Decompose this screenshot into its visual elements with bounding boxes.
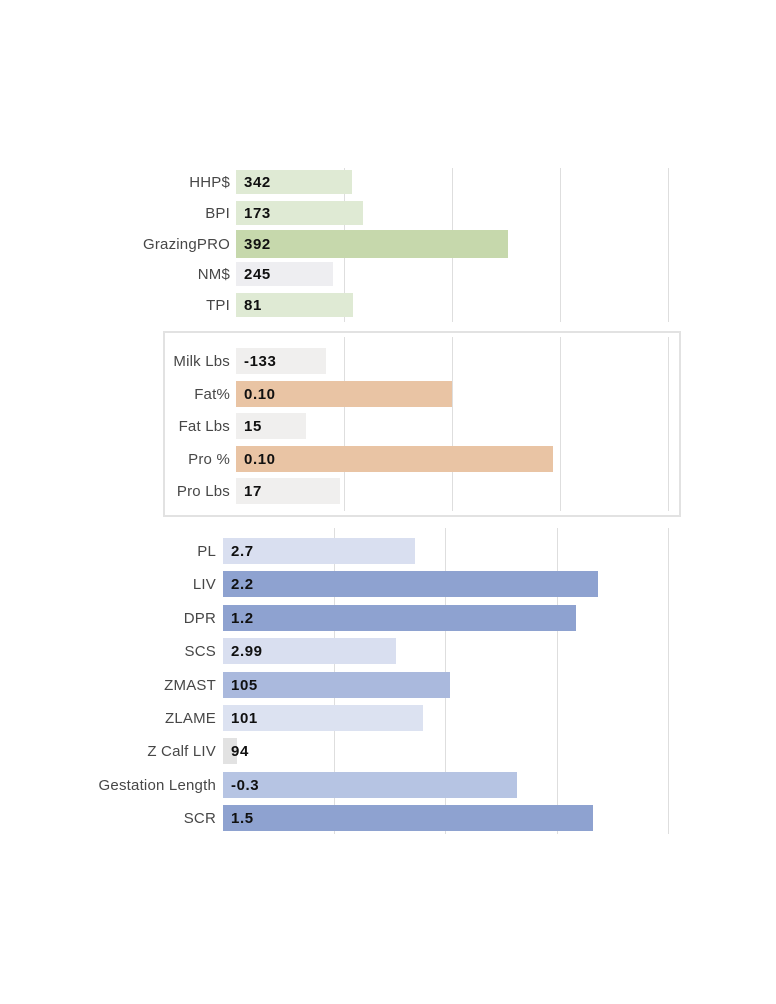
row-value-bpi: 173 — [244, 204, 271, 222]
row-value-zmast: 105 — [231, 676, 258, 694]
row-value-z-calf-liv: 94 — [231, 742, 249, 760]
row-label-bpi: BPI — [205, 204, 230, 222]
value-bar-fat- — [236, 381, 452, 407]
value-bar-milk-lbs — [236, 348, 326, 374]
value-bar-fat-lbs — [236, 413, 306, 439]
value-bar-pro-lbs — [236, 478, 340, 504]
gridline — [344, 337, 345, 511]
row-label-pl: PL — [197, 542, 216, 560]
value-bar-scr — [223, 805, 593, 831]
row-value-tpi: 81 — [244, 296, 262, 314]
row-value-fat-: 0.10 — [244, 385, 276, 403]
chart-border-milk-components — [163, 331, 681, 517]
value-bar-zlame — [223, 705, 423, 731]
row-value-scs: 2.99 — [231, 642, 263, 660]
value-bar-pro- — [236, 446, 553, 472]
row-label-grazingpro: GrazingPRO — [142, 235, 230, 253]
row-value-hhp-: 342 — [244, 173, 271, 191]
row-label-pro-lbs: Pro Lbs — [176, 482, 230, 500]
gridline — [452, 337, 453, 511]
row-label-tpi: TPI — [206, 296, 230, 314]
row-value-pro-: 0.10 — [244, 450, 276, 468]
row-label-z-calf-liv: Z Calf LIV — [147, 742, 216, 760]
value-bar-bpi — [236, 201, 363, 225]
value-bar-tpi — [236, 293, 353, 317]
gridline — [668, 528, 669, 834]
row-value-scr: 1.5 — [231, 809, 254, 827]
value-bar-grazingpro — [236, 230, 508, 258]
gridline — [557, 528, 558, 834]
row-label-gestation-length: Gestation Length — [98, 776, 216, 794]
value-bar-liv — [223, 571, 598, 597]
row-value-fat-lbs: 15 — [244, 417, 262, 435]
row-label-dpr: DPR — [183, 609, 216, 627]
gridline — [560, 337, 561, 511]
row-label-liv: LIV — [192, 575, 216, 593]
row-value-liv: 2.2 — [231, 575, 254, 593]
row-label-scr: SCR — [183, 809, 216, 827]
row-label-milk-lbs: Milk Lbs — [173, 352, 230, 370]
value-bar-z-calf-liv — [223, 738, 237, 764]
row-value-grazingpro: 392 — [244, 235, 271, 253]
value-bar-pl — [223, 538, 415, 564]
row-value-zlame: 101 — [231, 709, 258, 727]
value-bar-zmast — [223, 672, 450, 698]
gridline — [668, 168, 669, 322]
row-label-zmast: ZMAST — [164, 676, 216, 694]
row-value-nm-: 245 — [244, 265, 271, 283]
row-label-pro-: Pro % — [188, 450, 230, 468]
row-label-fat-: Fat% — [194, 385, 230, 403]
row-label-nm-: NM$ — [197, 265, 230, 283]
value-bar-gestation-length — [223, 772, 517, 798]
row-label-hhp-: HHP$ — [189, 173, 230, 191]
value-bar-hhp- — [236, 170, 352, 194]
row-value-dpr: 1.2 — [231, 609, 254, 627]
row-value-pl: 2.7 — [231, 542, 254, 560]
row-label-scs: SCS — [184, 642, 216, 660]
row-label-fat-lbs: Fat Lbs — [178, 417, 230, 435]
gridline — [560, 168, 561, 322]
row-label-zlame: ZLAME — [164, 709, 216, 727]
row-value-milk-lbs: -133 — [244, 352, 277, 370]
value-bar-nm- — [236, 262, 333, 286]
row-value-gestation-length: -0.3 — [231, 776, 260, 794]
value-bar-scs — [223, 638, 396, 664]
gridline — [668, 337, 669, 511]
value-bar-dpr — [223, 605, 576, 631]
row-value-pro-lbs: 17 — [244, 482, 262, 500]
